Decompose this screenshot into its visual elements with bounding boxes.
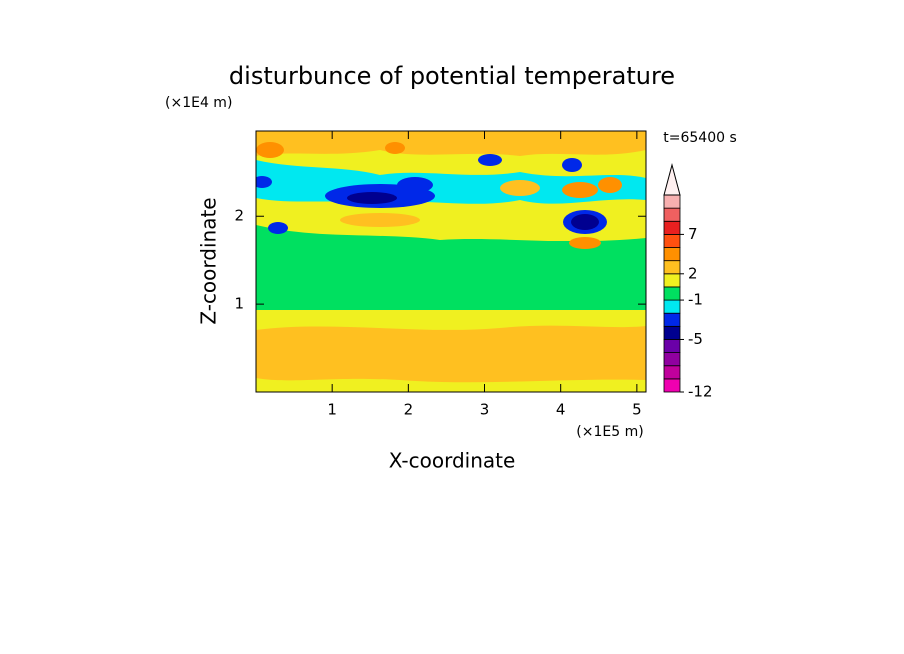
colorbar-box xyxy=(663,194,681,209)
x-tick-label: 1 xyxy=(327,401,337,419)
plot-frame xyxy=(255,130,647,393)
colorbar-box xyxy=(663,352,681,367)
colorbar-box xyxy=(663,365,681,380)
colorbar-extension xyxy=(663,163,681,196)
y-tick-label: 1 xyxy=(234,295,244,313)
colorbar-box xyxy=(663,207,681,222)
colorbar-box xyxy=(663,247,681,262)
y-unit: (×1E4 m) xyxy=(165,95,232,111)
colorbar-box xyxy=(663,286,681,301)
colorbar-tick-label: -1 xyxy=(688,291,703,309)
colorbar-box xyxy=(663,233,681,248)
y-tick-label: 2 xyxy=(234,207,244,225)
colorbar-box xyxy=(663,325,681,340)
colorbar-tick-label: -5 xyxy=(688,330,703,348)
colorbar-tick-label: 2 xyxy=(688,264,698,282)
colorbar-tick-label: -12 xyxy=(688,383,713,401)
colorbar-tick-label: 7 xyxy=(688,225,698,243)
x-tick-label: 3 xyxy=(480,401,490,419)
x-unit: (×1E5 m) xyxy=(576,424,643,440)
x-tick-label: 5 xyxy=(632,401,642,419)
colorbar-box xyxy=(663,299,681,314)
x-tick-label: 4 xyxy=(556,401,566,419)
colorbar-box xyxy=(663,339,681,354)
colorbar-box xyxy=(663,220,681,235)
chart-title: disturbunce of potential temperature xyxy=(229,62,675,90)
colorbar-box xyxy=(663,312,681,327)
colorbar-box xyxy=(663,260,681,275)
contour-field xyxy=(256,131,646,392)
colorbar-box xyxy=(663,273,681,288)
x-tick-label: 2 xyxy=(404,401,414,419)
x-axis-label: X-coordinate xyxy=(389,449,516,473)
colorbar-box xyxy=(663,378,681,393)
y-axis-label: Z-coordinate xyxy=(197,197,221,324)
annotation: t=65400 s xyxy=(663,130,737,146)
